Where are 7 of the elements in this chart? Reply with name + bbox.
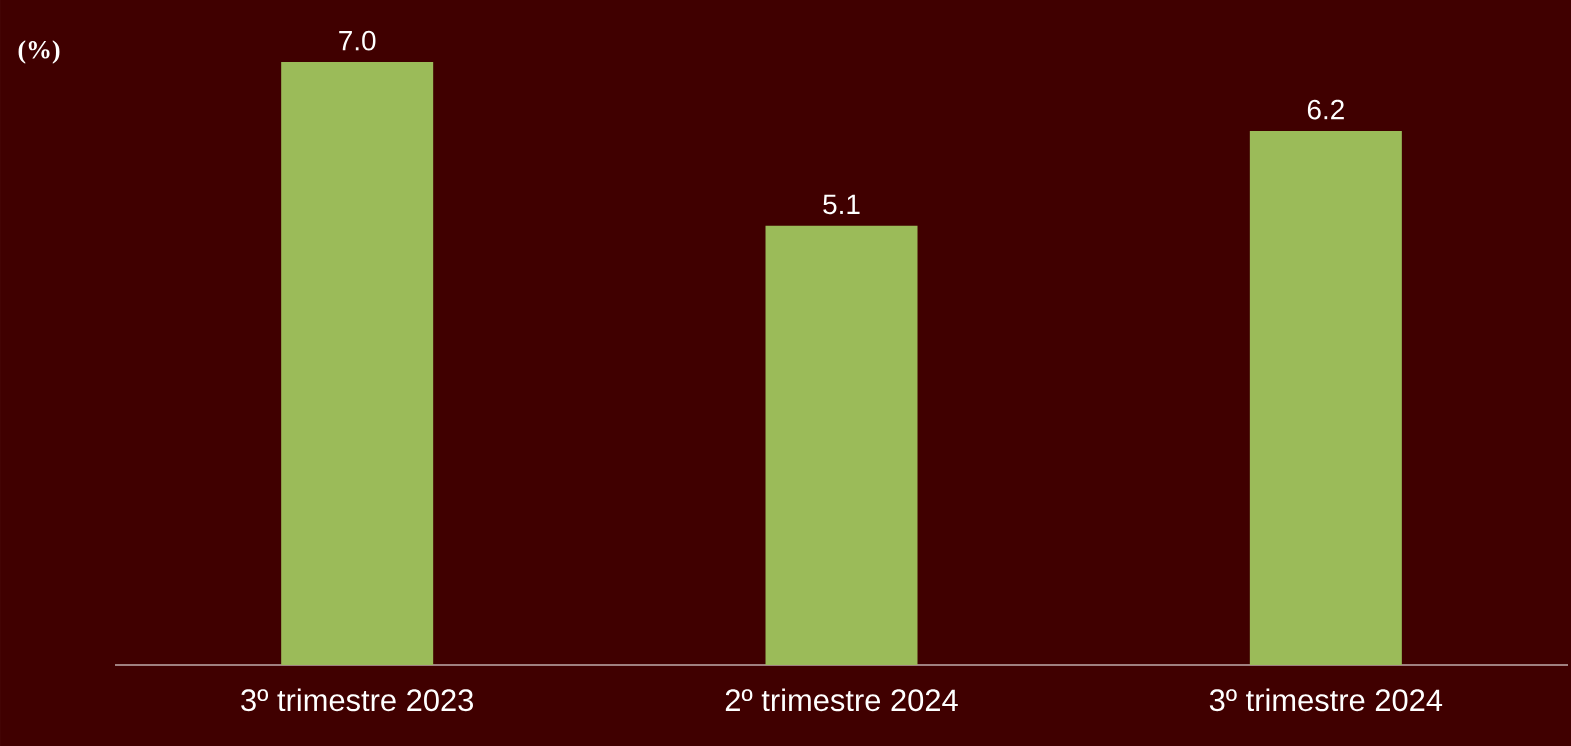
y-axis-title: (%) [18,40,60,64]
x-tick-label: 3º trimestre 2023 [241,688,473,712]
data-label: 5.1 [823,194,860,215]
x-tick-label: 2º trimestre 2024 [725,688,958,712]
data-label: 7.0 [339,30,376,51]
data-label: 6.2 [1307,99,1344,120]
x-tick-label: 3º trimestre 2024 [1209,688,1443,712]
